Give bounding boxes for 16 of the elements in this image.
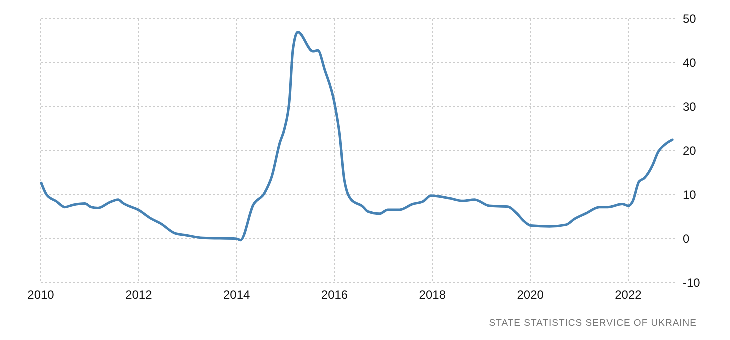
y-tick-label: -10: [683, 276, 701, 290]
x-tick-label: 2014: [223, 288, 250, 302]
x-tick-label: 2018: [419, 288, 446, 302]
y-tick-label: 30: [683, 100, 697, 114]
text: STATE STATISTICS SERVICE OF UKRAINE: [489, 318, 697, 329]
y-tick-label: 0: [683, 232, 690, 246]
x-tick-label: 2010: [28, 288, 55, 302]
y-tick-label: 10: [683, 188, 697, 202]
y-tick-label: 20: [683, 144, 697, 158]
line-series: [40, 30, 674, 242]
x-tick-label: 2016: [321, 288, 348, 302]
x-tick-label: 2012: [126, 288, 153, 302]
x-tick-label: 2020: [517, 288, 544, 302]
x-tick-label: 2022: [615, 288, 642, 302]
y-tick-label: 50: [683, 12, 697, 26]
y-tick-label: 40: [683, 56, 697, 70]
